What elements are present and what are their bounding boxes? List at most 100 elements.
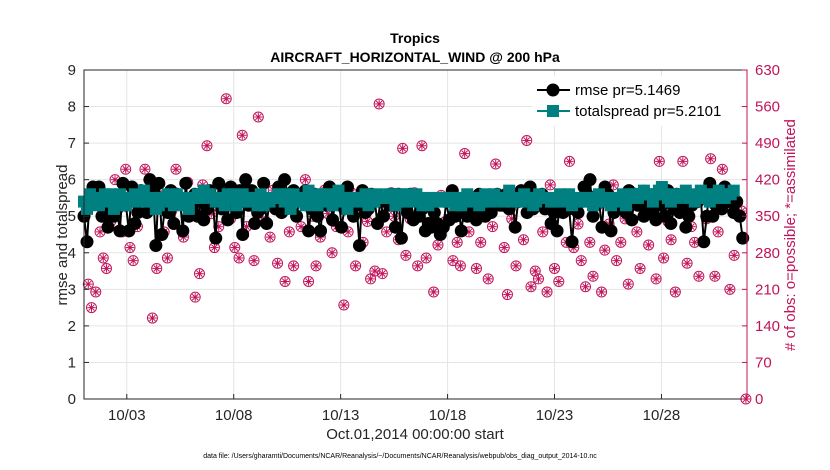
obs-possible-marker (501, 289, 513, 301)
rmse-point (80, 235, 94, 249)
star-stroke (231, 244, 239, 251)
obs-possible-marker (498, 242, 510, 254)
obs-possible-marker (338, 299, 350, 311)
obs-possible-marker (537, 226, 549, 238)
obs-possible-marker (728, 249, 740, 261)
rmse-point (454, 224, 468, 238)
obs-assimilated-marker (121, 165, 130, 174)
star-stroke (660, 254, 667, 262)
star-stroke (719, 165, 726, 173)
obs-possible-marker (272, 257, 284, 269)
star-stroke (566, 158, 573, 165)
rmse-point (257, 176, 271, 190)
obs-possible-marker (716, 163, 728, 175)
obs-assimilated-marker (710, 272, 720, 281)
star-stroke (305, 278, 312, 285)
obs-assimilated-marker (417, 141, 427, 150)
obs-assimilated-marker (230, 243, 239, 252)
obs-possible-marker (236, 129, 248, 141)
obs-assimilated-marker (413, 261, 422, 271)
star-stroke (402, 252, 410, 259)
star-stroke (707, 155, 714, 163)
obs-assimilated-marker (265, 232, 275, 242)
rmse-point (302, 224, 316, 238)
obs-possible-marker (549, 262, 561, 274)
x-tick-label: 10/08 (215, 407, 253, 424)
rmse-point (149, 238, 163, 252)
obs-possible-marker (193, 268, 205, 280)
y-tick-label: 2 (68, 318, 76, 335)
rmse-point (212, 176, 226, 190)
obs-assimilated-marker (140, 165, 150, 174)
star-stroke (96, 228, 104, 236)
star-stroke (512, 262, 520, 270)
star-stroke (449, 257, 457, 264)
star-stroke (281, 278, 289, 285)
rmse-point (394, 231, 408, 245)
obs-possible-marker (693, 270, 705, 282)
star-stroke (344, 228, 352, 236)
obs-possible-marker (611, 255, 623, 267)
obs-assimilated-marker (99, 253, 108, 263)
obs-assimilated-marker (713, 227, 723, 237)
star-stroke (555, 278, 563, 285)
obs-assimilated-marker (280, 277, 290, 286)
obs-assimilated-marker (249, 256, 259, 265)
obs-possible-marker (709, 270, 721, 282)
obs-possible-marker (189, 291, 201, 303)
obs-assimilated-marker (191, 292, 200, 302)
y2-tick-label: 140 (755, 318, 780, 335)
obs-possible-marker (151, 262, 163, 274)
star-stroke (574, 220, 582, 228)
rmse-point (128, 217, 142, 231)
star-stroke (286, 228, 293, 236)
obs-possible-marker (669, 286, 681, 298)
obs-assimilated-marker (612, 256, 621, 265)
y2-tick-label: 630 (755, 62, 780, 79)
obs-assimilated-marker (195, 269, 204, 278)
obs-assimilated-marker (588, 272, 598, 281)
rmse-point (736, 231, 750, 245)
star-stroke (141, 165, 149, 173)
obs-assimilated-marker (285, 227, 294, 237)
y-tick-label: 7 (68, 135, 76, 152)
rmse-point (239, 173, 253, 187)
star-stroke (255, 113, 262, 121)
star-stroke (667, 236, 675, 244)
rmse-point (388, 220, 402, 234)
star-stroke (598, 288, 605, 296)
obs-possible-marker (124, 242, 136, 254)
obs-assimilated-marker (565, 157, 574, 166)
star-stroke (324, 210, 332, 217)
obs-possible-marker (553, 276, 565, 287)
star-stroke (586, 239, 594, 246)
obs-assimilated-marker (382, 227, 391, 237)
rmse-point (209, 231, 223, 245)
obs-assimilated-marker (222, 94, 231, 103)
obs-assimilated-marker (542, 287, 552, 297)
obs-assimilated-marker (238, 131, 247, 140)
star-stroke (714, 228, 722, 236)
star-stroke (500, 244, 508, 251)
obs-possible-marker (97, 252, 109, 264)
star-stroke (375, 100, 383, 108)
obs-possible-marker (575, 255, 587, 267)
star-stroke (633, 228, 641, 236)
star-stroke (290, 262, 297, 270)
obs-assimilated-marker (429, 287, 438, 297)
star-stroke (103, 265, 110, 272)
star-stroke (371, 267, 379, 275)
obs-assimilated-marker (522, 136, 531, 145)
star-stroke (153, 265, 161, 272)
star-stroke (172, 165, 180, 173)
star-stroke (111, 176, 119, 183)
obs-possible-marker (712, 226, 724, 238)
star-stroke (453, 239, 461, 246)
star-stroke (129, 257, 137, 264)
obs-possible-marker (420, 252, 432, 264)
obs-possible-marker (544, 179, 556, 191)
obs-assimilated-marker (378, 269, 387, 278)
star-stroke (484, 275, 492, 283)
star-stroke (418, 142, 426, 150)
star-stroke (191, 293, 199, 301)
